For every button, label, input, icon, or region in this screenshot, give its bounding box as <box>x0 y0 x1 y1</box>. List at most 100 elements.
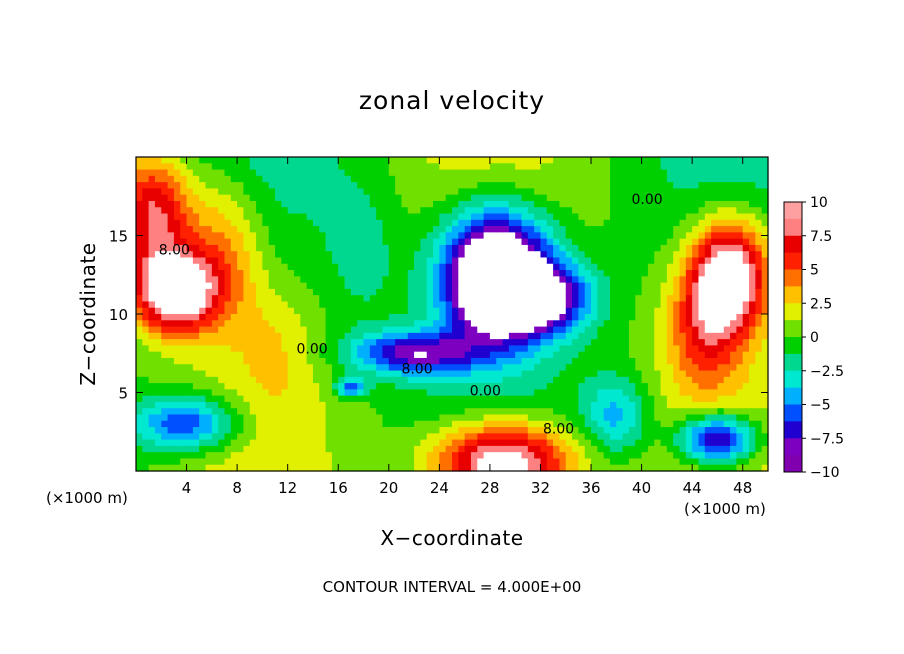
field-cell <box>312 194 320 202</box>
field-cell <box>294 433 301 441</box>
field-cell <box>426 157 434 164</box>
field-cell <box>186 263 194 271</box>
field-cell <box>603 439 611 447</box>
field-cell <box>464 452 472 460</box>
field-cell <box>173 383 181 390</box>
field-cell <box>628 401 636 409</box>
field-cell <box>622 188 630 196</box>
field-cell <box>262 339 270 346</box>
field-cell <box>470 288 478 296</box>
field-cell <box>319 219 327 227</box>
field-cell <box>224 226 232 233</box>
field-cell <box>559 207 567 215</box>
field-cell <box>180 351 188 359</box>
field-cell <box>281 301 289 309</box>
field-cell <box>635 320 643 328</box>
field-cell <box>464 276 472 284</box>
field-cell <box>685 452 693 460</box>
field-cell <box>603 383 611 390</box>
field-cell <box>464 351 472 359</box>
field-cell <box>553 282 561 290</box>
field-cell <box>483 452 491 460</box>
field-cell <box>452 332 459 340</box>
field-cell <box>287 339 295 346</box>
field-cell <box>736 427 744 434</box>
field-cell <box>167 458 175 466</box>
field-cell <box>433 157 440 164</box>
field-cell <box>584 282 592 290</box>
field-cell <box>515 251 523 259</box>
field-cell <box>452 226 459 233</box>
field-cell <box>470 408 478 416</box>
field-cell <box>565 464 573 472</box>
field-cell <box>395 282 403 290</box>
field-cell <box>268 420 276 428</box>
field-cell <box>527 251 535 259</box>
field-cell <box>325 427 333 434</box>
field-cell <box>603 263 611 271</box>
field-cell <box>262 219 270 227</box>
field-cell <box>433 326 440 334</box>
field-cell <box>666 238 674 246</box>
field-cell <box>616 207 624 215</box>
field-cell <box>470 326 478 334</box>
field-cell <box>464 200 472 208</box>
field-cell <box>565 445 573 453</box>
field-cell <box>654 420 662 428</box>
field-cell <box>344 364 352 372</box>
field-cell <box>578 439 586 447</box>
field-cell <box>540 307 548 315</box>
field-cell <box>369 408 377 416</box>
field-cell <box>407 314 415 321</box>
field-cell <box>262 163 270 171</box>
field-cell <box>281 157 289 164</box>
field-cell <box>635 464 643 472</box>
field-cell <box>382 238 390 246</box>
field-cell <box>426 276 434 284</box>
field-cell <box>224 232 232 240</box>
field-cell <box>350 452 358 460</box>
field-cell <box>603 270 611 277</box>
field-cell <box>502 307 510 315</box>
field-cell <box>439 332 447 340</box>
field-cell <box>622 282 630 290</box>
field-cell <box>711 263 719 271</box>
field-cell <box>483 263 491 271</box>
field-cell <box>199 295 207 303</box>
field-cell <box>331 288 339 296</box>
field-cell <box>230 383 238 390</box>
field-cell <box>243 420 251 428</box>
field-cell <box>148 226 156 233</box>
field-cell <box>679 219 687 227</box>
field-cell <box>142 157 150 164</box>
field-cell <box>647 427 655 434</box>
field-cell <box>565 182 573 189</box>
field-cell <box>515 263 523 271</box>
field-cell <box>628 288 636 296</box>
field-cell <box>742 458 750 466</box>
field-cell <box>230 226 238 233</box>
field-cell <box>654 200 662 208</box>
field-cell <box>420 326 428 334</box>
field-cell <box>376 257 384 265</box>
field-cell <box>477 408 485 416</box>
field-cell <box>186 458 194 466</box>
field-cell <box>584 226 592 233</box>
field-cell <box>597 182 605 189</box>
field-cell <box>445 295 453 303</box>
field-cell <box>578 182 586 189</box>
field-cell <box>521 270 529 277</box>
field-cell <box>483 175 491 183</box>
field-cell <box>338 207 346 215</box>
field-cell <box>199 188 207 196</box>
field-cell <box>161 276 169 284</box>
field-cell <box>515 326 523 334</box>
field-cell <box>369 395 377 403</box>
field-cell <box>755 370 763 378</box>
field-cell <box>401 433 409 441</box>
field-cell <box>414 263 421 271</box>
field-cell <box>426 364 434 372</box>
field-cell <box>154 288 162 296</box>
field-cell <box>256 357 263 365</box>
field-cell <box>256 420 263 428</box>
